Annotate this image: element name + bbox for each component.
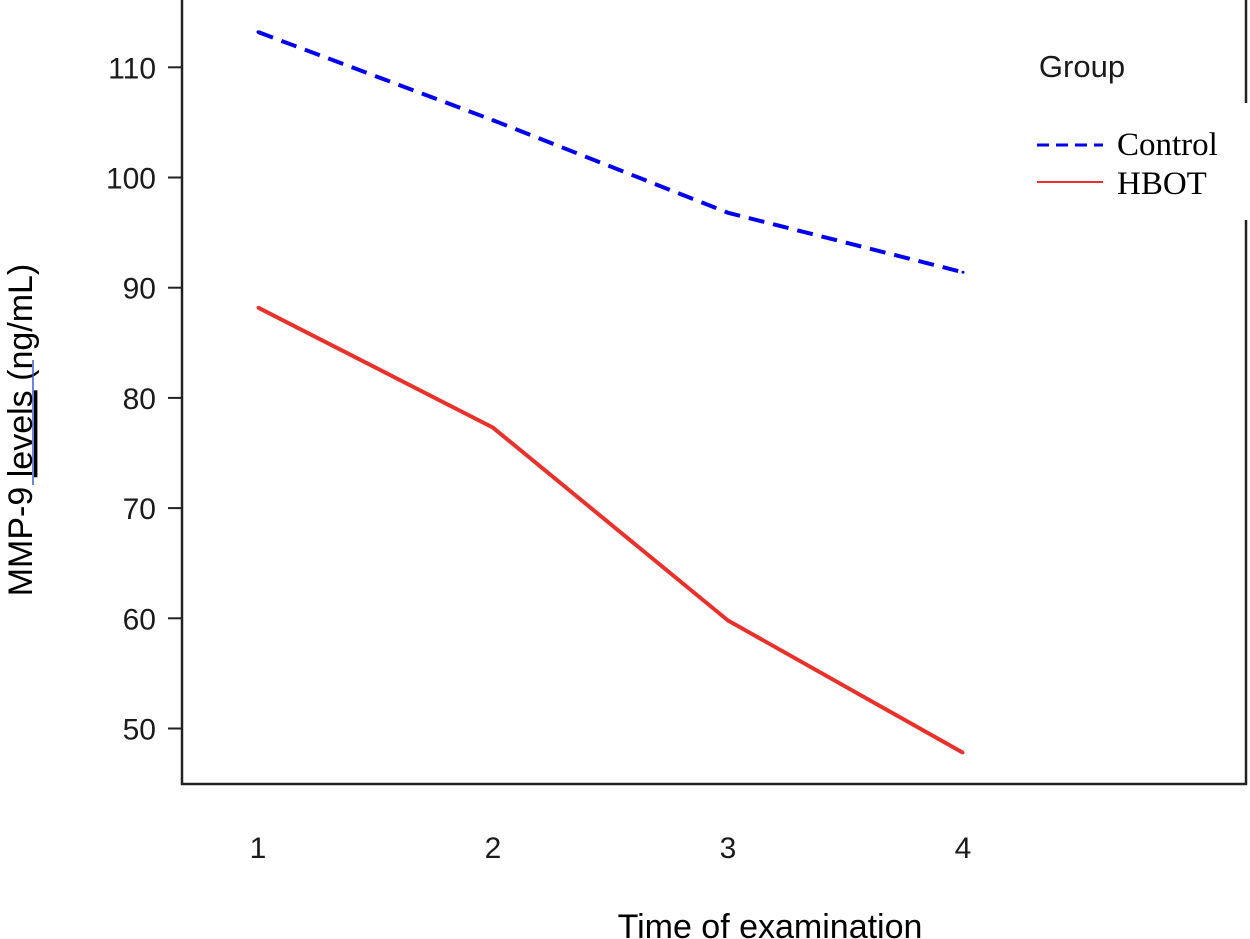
data-point-control (726, 211, 730, 215)
y-tick-label: 110 (108, 52, 156, 85)
y-axis-title: MMP-9 levels (ng/mL) (2, 264, 40, 597)
legend: Group Control HBOT (1032, 49, 1248, 220)
y-axis: 50 60 70 80 90 100 110 (106, 52, 182, 747)
x-tick-label: 3 (720, 832, 737, 865)
data-point-control (491, 118, 495, 122)
y-tick-label: 60 (123, 603, 156, 636)
x-axis-title: Time of examination (618, 908, 923, 939)
data-point-hbot (491, 426, 495, 430)
data-point-hbot (961, 751, 965, 755)
y-axis-title-underlined: levels (2, 390, 40, 477)
x-tick-label: 2 (485, 832, 502, 865)
y-axis-title-suffix: (ng/mL) (2, 264, 40, 391)
x-tick-label: 1 (250, 832, 267, 865)
legend-label-control: Control (1117, 127, 1218, 163)
plot-frame (180, 0, 1248, 786)
data-point-control (961, 270, 965, 274)
x-tick-label: 4 (955, 832, 972, 865)
y-axis-title-prefix: MMP-9 (2, 477, 40, 596)
y-tick-label: 80 (123, 383, 156, 416)
y-tick-label: 70 (123, 493, 156, 526)
legend-box (1032, 103, 1248, 220)
y-tick-label: 90 (123, 273, 156, 306)
data-point-hbot (256, 306, 260, 310)
legend-title: Group (1039, 49, 1125, 84)
data-point-control (256, 30, 260, 34)
series-line-hbot (257, 305, 964, 755)
y-tick-label: 100 (106, 163, 156, 196)
x-axis: 1 2 3 4 (250, 832, 972, 865)
legend-label-hbot: HBOT (1117, 166, 1207, 202)
y-tick-label: 50 (123, 714, 156, 747)
data-point-hbot (726, 619, 730, 623)
series-line-control (257, 30, 964, 275)
series-layer (256, 30, 965, 755)
